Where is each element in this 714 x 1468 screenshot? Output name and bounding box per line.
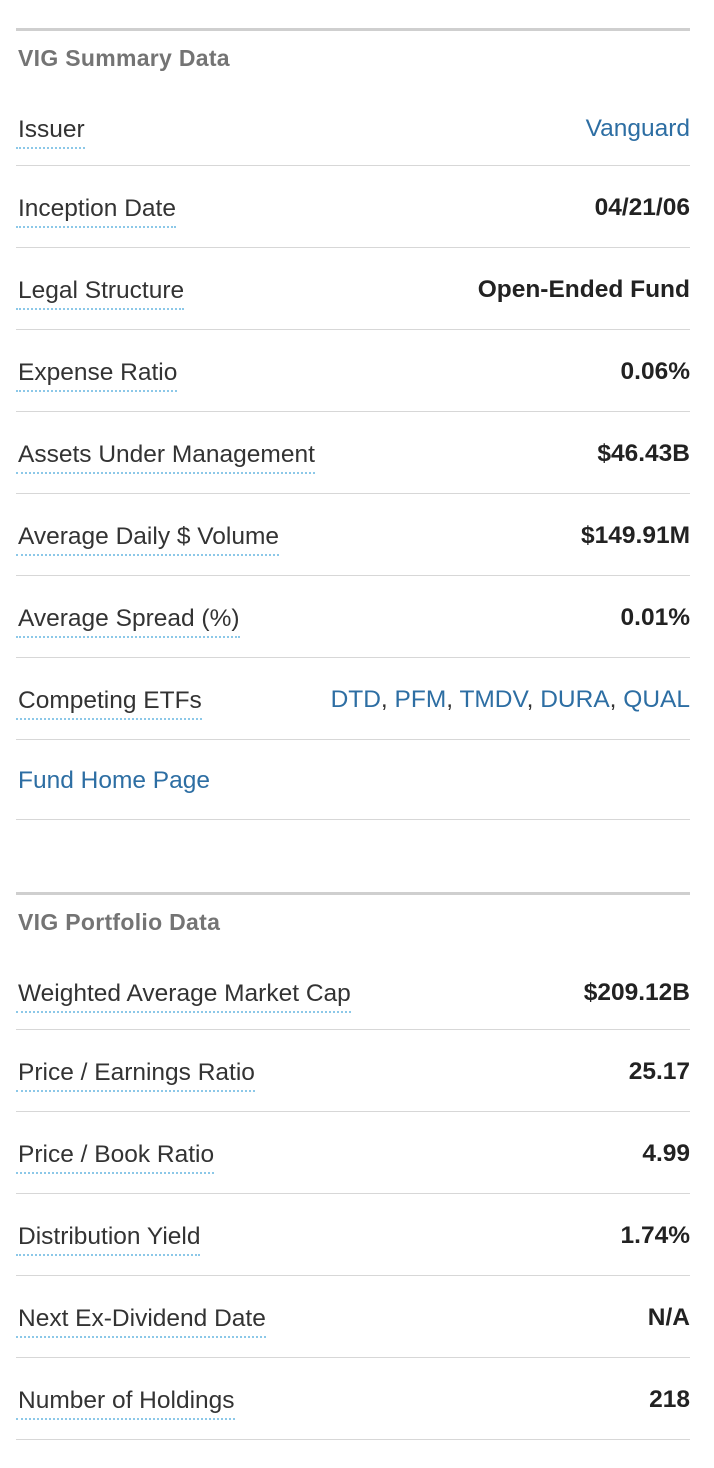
aum-value: $46.43B — [597, 439, 690, 467]
portfolio-row-next-ex-dividend: Next Ex-Dividend Date N/A — [16, 1276, 690, 1358]
etf-link-pfm[interactable]: PFM — [394, 685, 447, 713]
summary-row-issuer: Issuer Vanguard — [16, 90, 690, 166]
portfolio-row-pe-ratio: Price / Earnings Ratio 25.17 — [16, 1030, 690, 1112]
legal-structure-label[interactable]: Legal Structure — [16, 277, 185, 310]
summary-row-inception-date: Inception Date 04/21/06 — [16, 166, 690, 248]
issuer-link[interactable]: Vanguard — [585, 114, 690, 142]
distribution-yield-label[interactable]: Distribution Yield — [16, 1223, 201, 1256]
portfolio-row-market-cap: Weighted Average Market Cap $209.12B — [16, 954, 690, 1030]
summary-row-fund-home-page: Fund Home Page — [16, 740, 690, 820]
pe-ratio-label[interactable]: Price / Earnings Ratio — [16, 1059, 255, 1092]
portfolio-row-pb-ratio: Price / Book Ratio 4.99 — [16, 1112, 690, 1194]
etf-link-qual[interactable]: QUAL — [623, 685, 690, 713]
portfolio-data-section: VIG Portfolio Data Weighted Average Mark… — [16, 892, 690, 1440]
avg-daily-volume-value: $149.91M — [581, 521, 690, 549]
inception-date-label[interactable]: Inception Date — [16, 195, 176, 228]
issuer-label[interactable]: Issuer — [16, 116, 85, 149]
summary-row-competing-etfs: Competing ETFs DTD, PFM, TMDV, DURA, QUA… — [16, 658, 690, 740]
pe-ratio-value: 25.17 — [628, 1057, 690, 1085]
avg-spread-value: 0.01% — [620, 603, 690, 631]
portfolio-section-title: VIG Portfolio Data — [16, 892, 690, 954]
summary-data-section: VIG Summary Data Issuer Vanguard Incepti… — [16, 28, 690, 820]
next-ex-dividend-label[interactable]: Next Ex-Dividend Date — [16, 1305, 266, 1338]
summary-section-title: VIG Summary Data — [16, 28, 690, 90]
summary-row-avg-daily-volume: Average Daily $ Volume $149.91M — [16, 494, 690, 576]
pb-ratio-label[interactable]: Price / Book Ratio — [16, 1141, 215, 1174]
pb-ratio-value: 4.99 — [642, 1139, 690, 1167]
etf-separator: , — [380, 685, 395, 713]
legal-structure-value: Open-Ended Fund — [477, 275, 690, 303]
inception-date-value: 04/21/06 — [594, 193, 690, 221]
distribution-yield-value: 1.74% — [620, 1221, 690, 1249]
summary-row-aum: Assets Under Management $46.43B — [16, 412, 690, 494]
holdings-label[interactable]: Number of Holdings — [16, 1387, 235, 1420]
summary-row-avg-spread: Average Spread (%) 0.01% — [16, 576, 690, 658]
etf-link-dtd[interactable]: DTD — [330, 685, 381, 713]
expense-ratio-label[interactable]: Expense Ratio — [16, 359, 178, 392]
summary-row-legal-structure: Legal Structure Open-Ended Fund — [16, 248, 690, 330]
avg-spread-label[interactable]: Average Spread (%) — [16, 605, 240, 638]
market-cap-value: $209.12B — [583, 978, 690, 1006]
etf-link-tmdv[interactable]: TMDV — [459, 685, 527, 713]
etf-separator: , — [526, 685, 541, 713]
etf-separator: , — [609, 685, 624, 713]
fund-home-page-link[interactable]: Fund Home Page — [18, 766, 211, 794]
summary-row-expense-ratio: Expense Ratio 0.06% — [16, 330, 690, 412]
portfolio-row-holdings: Number of Holdings 218 — [16, 1358, 690, 1440]
holdings-value: 218 — [649, 1385, 690, 1413]
etf-separator: , — [446, 685, 460, 713]
market-cap-label[interactable]: Weighted Average Market Cap — [16, 980, 351, 1013]
aum-label[interactable]: Assets Under Management — [16, 441, 315, 474]
next-ex-dividend-value: N/A — [647, 1303, 690, 1331]
portfolio-row-distribution-yield: Distribution Yield 1.74% — [16, 1194, 690, 1276]
expense-ratio-value: 0.06% — [620, 357, 690, 385]
competing-etfs-list: DTD, PFM, TMDV, DURA, QUAL — [331, 686, 690, 714]
competing-etfs-label[interactable]: Competing ETFs — [16, 687, 202, 720]
avg-daily-volume-label[interactable]: Average Daily $ Volume — [16, 523, 280, 556]
etf-link-dura[interactable]: DURA — [540, 685, 610, 713]
